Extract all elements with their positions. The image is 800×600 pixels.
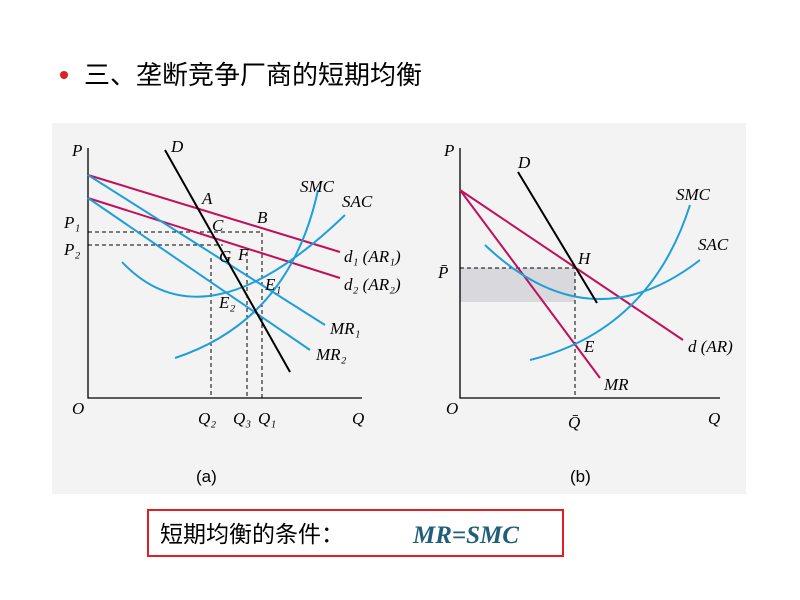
condition-formula: MR=SMC xyxy=(412,522,519,549)
label: P xyxy=(443,141,454,160)
title: 三、垄断竞争厂商的短期均衡 xyxy=(84,61,422,91)
label: E₁ xyxy=(264,275,281,294)
label: H xyxy=(577,249,592,268)
panel-a: P Q O D SMC SAC d₁ (AR₁) d₂ (AR₂) MR₁ MR… xyxy=(63,137,401,486)
label: MR₂ xyxy=(315,345,347,364)
axes xyxy=(459,148,720,399)
caption: (b) xyxy=(570,467,591,486)
label: Q xyxy=(708,409,720,428)
d-curve xyxy=(517,171,598,304)
label: G xyxy=(219,247,231,266)
smc-curve xyxy=(174,189,319,359)
label: Q₂ xyxy=(198,409,216,428)
label: O xyxy=(446,399,458,418)
label: F xyxy=(237,245,249,264)
label: P₁ xyxy=(63,213,80,232)
mr-curves xyxy=(87,174,326,351)
label: Q₁ xyxy=(258,409,276,428)
label: E xyxy=(583,337,595,356)
axes xyxy=(87,148,362,399)
label: Q xyxy=(352,409,364,428)
label: d₂ (AR₂) xyxy=(344,275,401,294)
label: A xyxy=(201,189,213,208)
label: O xyxy=(72,399,84,418)
bullet xyxy=(60,71,68,79)
caption: (a) xyxy=(196,467,217,486)
label: Q̄ xyxy=(568,413,580,432)
condition-box xyxy=(147,509,564,557)
label: SMC xyxy=(676,185,711,204)
condition-label: 短期均衡的条件： xyxy=(160,522,344,548)
label: P₂ xyxy=(63,240,80,259)
label: SMC xyxy=(300,177,335,196)
label: Q₃ xyxy=(233,409,251,428)
panel-b: P Q O D SMC SAC d (AR) MR H E P̄ Q̄ (b) xyxy=(437,141,733,486)
label: P̄ xyxy=(437,263,448,282)
label: D xyxy=(517,153,531,172)
label: SAC xyxy=(698,235,729,254)
label: P xyxy=(71,141,82,160)
label: D xyxy=(170,137,184,156)
figure-bg xyxy=(52,123,746,494)
label: MR₁ xyxy=(329,319,360,338)
d-curve xyxy=(164,149,291,373)
label: SAC xyxy=(342,192,373,211)
label: B xyxy=(257,208,268,227)
label: MR xyxy=(603,375,629,394)
label: d (AR) xyxy=(688,337,733,356)
demand-mr-curves xyxy=(459,189,684,379)
label: E₂ xyxy=(218,293,235,312)
sac-curve xyxy=(121,214,346,298)
label: C xyxy=(212,216,224,235)
shaded-area xyxy=(460,268,575,302)
label: d₁ (AR₁) xyxy=(344,247,401,266)
sac-curve xyxy=(484,244,701,301)
smc-curve xyxy=(529,204,691,361)
